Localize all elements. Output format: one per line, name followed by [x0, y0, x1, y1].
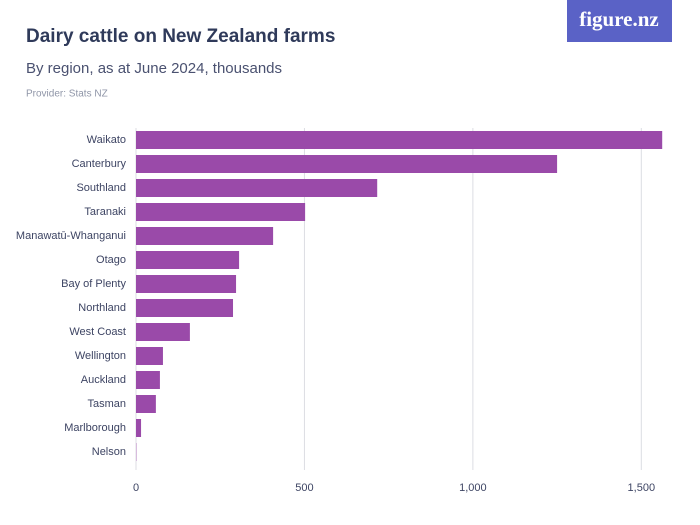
y-tick-label: Manawatū-Whanganui — [16, 230, 126, 242]
x-tick-label: 500 — [295, 482, 313, 494]
bar — [136, 395, 156, 413]
bar — [136, 131, 663, 149]
bar — [136, 371, 160, 389]
x-tick-label: 0 — [133, 482, 139, 494]
y-tick-label: Waikato — [87, 134, 126, 146]
y-tick-label: Tasman — [87, 398, 126, 410]
chart-title: Dairy cattle on New Zealand farms — [26, 26, 335, 47]
bar — [136, 299, 234, 317]
bar — [136, 275, 237, 293]
x-tick-label: 1,000 — [459, 482, 487, 494]
logo-box — [567, 0, 672, 42]
bar — [136, 203, 306, 221]
chart-subtitle: By region, as at June 2024, thousands — [26, 60, 282, 77]
y-tick-label: Canterbury — [72, 158, 127, 170]
y-tick-label: Auckland — [81, 374, 126, 386]
y-tick-label: Northland — [78, 302, 126, 314]
y-tick-label: Otago — [96, 254, 126, 266]
source: Provider: Stats NZ — [26, 89, 108, 100]
bar — [136, 179, 378, 197]
bar — [136, 155, 558, 173]
bar — [136, 323, 190, 341]
logo: figure.nz — [579, 7, 659, 31]
y-tick-label: Bay of Plenty — [61, 278, 126, 290]
y-tick-label: Taranaki — [84, 206, 126, 218]
bar — [136, 227, 274, 245]
bar — [136, 347, 163, 365]
bar — [136, 251, 240, 269]
bar — [136, 419, 142, 437]
y-tick-label: Nelson — [92, 446, 126, 458]
y-tick-label: West Coast — [69, 326, 126, 338]
y-tick-label: Southland — [76, 182, 126, 194]
y-tick-label: Wellington — [75, 350, 126, 362]
x-tick-label: 1,500 — [628, 482, 656, 494]
y-tick-label: Marlborough — [64, 422, 126, 434]
